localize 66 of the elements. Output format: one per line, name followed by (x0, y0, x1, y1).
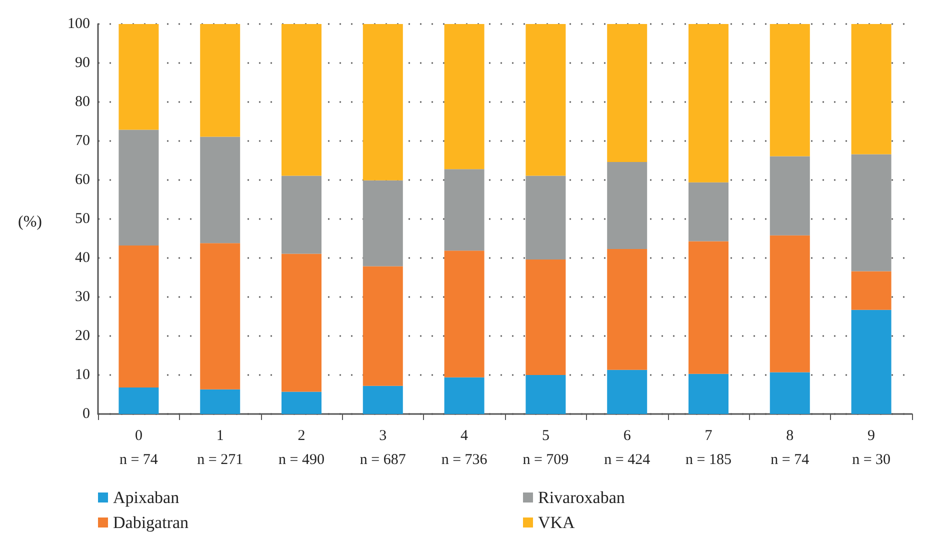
bar (526, 24, 566, 176)
bar (770, 156, 810, 236)
bar (444, 169, 484, 251)
bar (118, 130, 159, 246)
x-tick-label: 0 n = 74 (119, 428, 158, 468)
legend-label: Rivaroxaban (538, 488, 626, 507)
bar (200, 389, 240, 414)
legend-label: Apixaban (113, 488, 180, 507)
bar (770, 24, 810, 156)
bar (282, 254, 322, 392)
bar (444, 377, 484, 414)
bar (607, 370, 648, 414)
y-tick-label: 40 (75, 250, 90, 266)
x-tick-label: 5 n = 709 (522, 428, 569, 468)
x-tick-label: 1 n = 271 (197, 428, 244, 468)
bar (851, 24, 892, 154)
y-tick-label: 90 (75, 55, 90, 71)
bar (688, 374, 728, 414)
bar (688, 24, 728, 182)
x-tick-label: 6 n = 424 (604, 428, 651, 468)
bar (282, 392, 322, 414)
bar (526, 260, 566, 375)
bar (200, 136, 240, 244)
x-tick-label: 7 n = 185 (686, 428, 732, 468)
bar (526, 375, 566, 414)
y-tick-label: 80 (75, 94, 90, 110)
x-tick-label: 4 n = 736 (441, 428, 488, 468)
y-tick-label: 0 (82, 406, 90, 422)
bar (200, 24, 240, 137)
y-tick-label: 50 (75, 211, 90, 227)
bar (118, 24, 159, 130)
bar (362, 266, 403, 386)
bar (362, 24, 403, 180)
bar (200, 243, 240, 390)
x-tick-label: 8 n = 74 (770, 428, 810, 468)
bar (607, 162, 648, 250)
y-tick-label: 100 (68, 16, 90, 32)
bar (444, 250, 484, 378)
bar (770, 372, 810, 414)
bar (688, 241, 728, 374)
legend-label: VKA (538, 513, 576, 532)
bar (282, 176, 322, 254)
bar (607, 24, 648, 162)
bar (444, 24, 484, 170)
bar (118, 246, 159, 388)
y-axis-title: (%) (18, 214, 42, 230)
bar (851, 154, 892, 272)
bar (770, 235, 810, 372)
x-tick-label: 3 n = 687 (360, 428, 406, 468)
bar (282, 24, 322, 176)
x-tick-label: 2 n = 490 (278, 428, 324, 468)
bar (526, 176, 566, 260)
bar (362, 386, 403, 414)
y-tick-label: 10 (75, 367, 90, 383)
bar (688, 182, 728, 242)
y-tick-label: 20 (75, 328, 90, 344)
y-tick-label: 30 (75, 289, 90, 305)
y-tick-label: 70 (75, 133, 90, 149)
bar (607, 249, 648, 370)
bar (851, 271, 892, 310)
bar (118, 387, 159, 414)
x-tick-label: 9 n = 30 (852, 428, 891, 468)
legend-label: Dabigatran (113, 513, 190, 532)
y-tick-label: 60 (75, 172, 90, 188)
bar (362, 180, 403, 266)
bar (851, 310, 892, 414)
